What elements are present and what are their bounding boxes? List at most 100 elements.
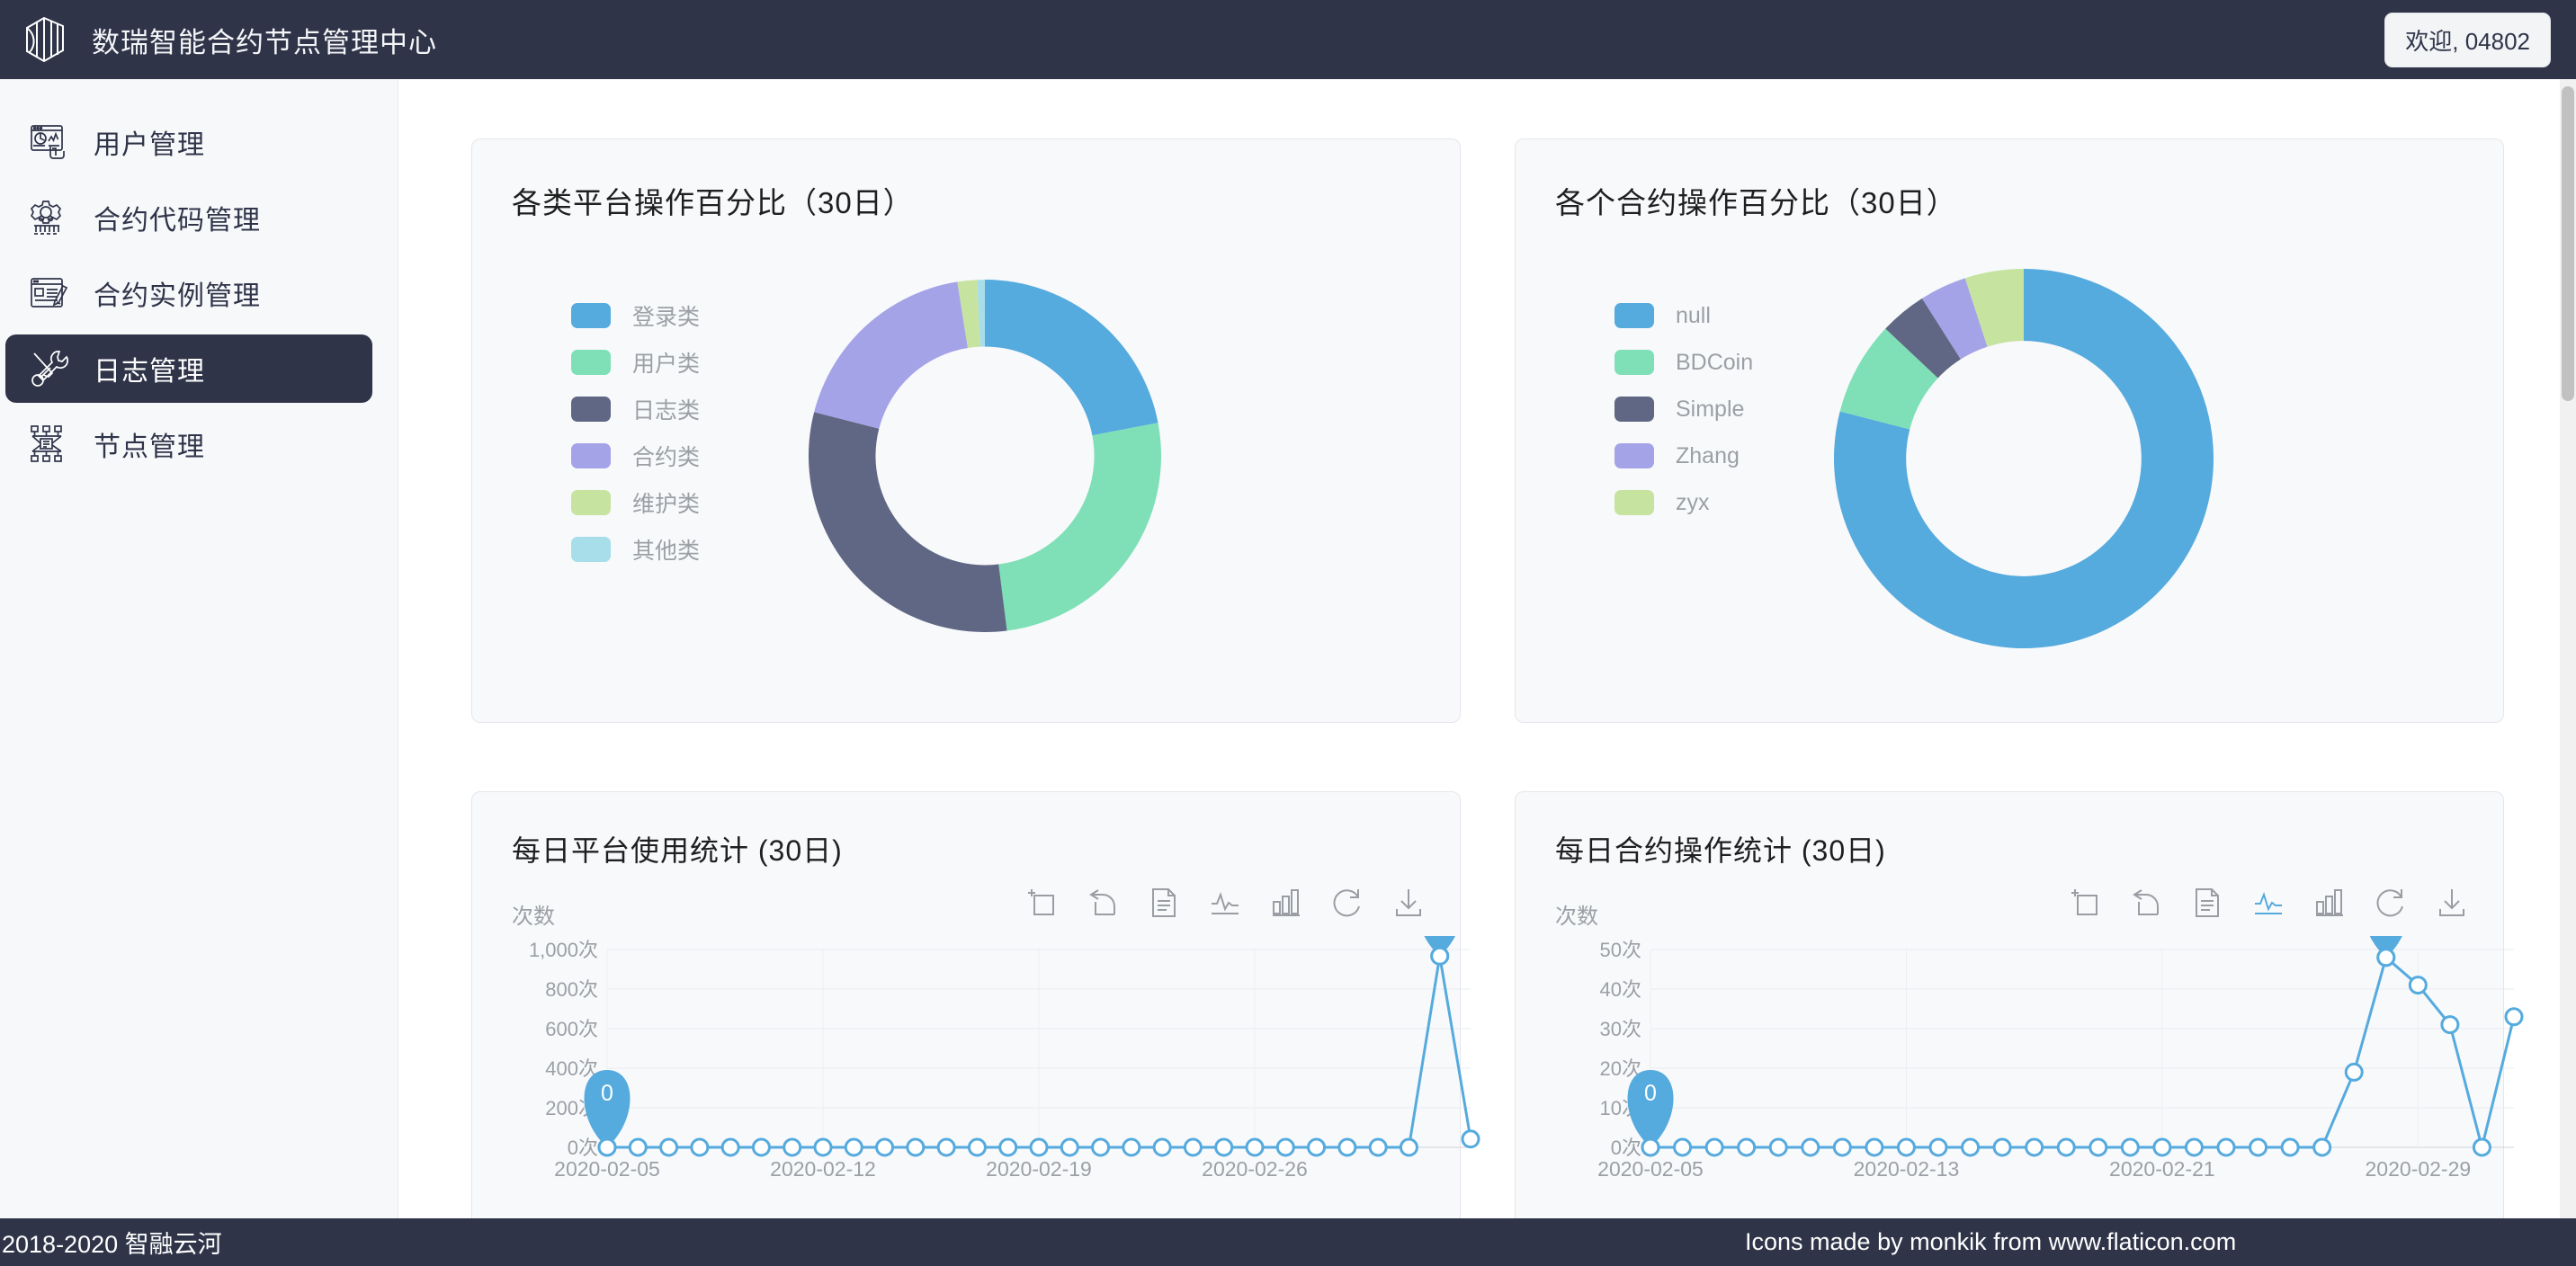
legend-item[interactable]: 日志类	[571, 386, 700, 432]
pie-segment[interactable]	[977, 280, 985, 347]
legend-item[interactable]: zyx	[1614, 479, 1753, 526]
data-point[interactable]	[2152, 1137, 2172, 1157]
data-point[interactable]	[1060, 1137, 1079, 1157]
page-scrollbar-thumb[interactable]	[2562, 86, 2574, 401]
data-point[interactable]	[1122, 1137, 1141, 1157]
pie-segment[interactable]	[957, 280, 980, 348]
data-point[interactable]	[1337, 1137, 1357, 1157]
data-point[interactable]	[1461, 1129, 1480, 1149]
legend-item[interactable]: null	[1614, 292, 1753, 339]
data-point[interactable]	[1183, 1137, 1203, 1157]
refresh-icon[interactable]	[2374, 886, 2408, 920]
data-point[interactable]	[2025, 1137, 2044, 1157]
data-point[interactable]	[2344, 1062, 2364, 1082]
legend-item[interactable]: Zhang	[1614, 432, 1753, 479]
data-point[interactable]	[783, 1137, 802, 1157]
data-point[interactable]	[1896, 1137, 1916, 1157]
data-point[interactable]	[2440, 1015, 2460, 1035]
data-point[interactable]	[1307, 1137, 1327, 1157]
donut-chart[interactable]	[805, 276, 1165, 636]
pie-segment[interactable]	[985, 280, 1158, 436]
donut-chart[interactable]	[1830, 265, 2217, 652]
data-point[interactable]	[1992, 1137, 2012, 1157]
data-point[interactable]	[1152, 1137, 1172, 1157]
data-point[interactable]	[1673, 1137, 1693, 1157]
data-point[interactable]	[906, 1137, 926, 1157]
sidebar-item-user-management[interactable]: 用户管理	[5, 108, 372, 176]
data-point[interactable]	[844, 1137, 863, 1157]
data-point[interactable]	[1275, 1137, 1295, 1157]
data-point[interactable]	[2184, 1137, 2204, 1157]
data-point[interactable]	[1832, 1137, 1852, 1157]
data-point[interactable]	[628, 1137, 648, 1157]
data-point[interactable]	[2249, 1137, 2268, 1157]
sidebar-item-contract-code-management[interactable]: 合约代码管理	[5, 183, 372, 252]
data-point[interactable]	[1928, 1137, 1948, 1157]
data-point[interactable]	[2056, 1137, 2076, 1157]
data-point[interactable]	[659, 1137, 679, 1157]
data-point[interactable]	[1768, 1137, 1788, 1157]
data-zoom-icon[interactable]	[1024, 886, 1059, 920]
data-point[interactable]	[1091, 1137, 1111, 1157]
legend-item[interactable]: BDCoin	[1614, 339, 1753, 386]
data-point[interactable]	[875, 1137, 895, 1157]
data-point[interactable]	[998, 1137, 1018, 1157]
sidebar-item-node-management[interactable]: 节点管理	[5, 410, 372, 478]
legend-item[interactable]: 维护类	[571, 479, 700, 526]
legend-item[interactable]: 用户类	[571, 339, 700, 386]
data-point[interactable]	[2120, 1137, 2140, 1157]
data-point[interactable]	[1865, 1137, 1884, 1157]
pie-segment[interactable]	[809, 412, 1007, 632]
data-point[interactable]	[1368, 1137, 1388, 1157]
data-point[interactable]	[1704, 1137, 1724, 1157]
line-chart-icon[interactable]	[2251, 886, 2285, 920]
data-point[interactable]	[2089, 1137, 2108, 1157]
sidebar-item-contract-instance-management[interactable]: 合约实例管理	[5, 259, 372, 327]
download-icon[interactable]	[2435, 886, 2469, 920]
data-point[interactable]	[2312, 1137, 2332, 1157]
pie-segment[interactable]	[1921, 278, 1988, 360]
refresh-icon[interactable]	[1330, 886, 1364, 920]
data-view-icon[interactable]	[2190, 886, 2224, 920]
bar-chart-icon[interactable]	[2312, 886, 2347, 920]
data-point[interactable]	[1961, 1137, 1981, 1157]
data-point[interactable]	[967, 1137, 987, 1157]
data-point[interactable]	[1245, 1137, 1265, 1157]
data-point[interactable]	[2472, 1137, 2491, 1157]
data-point[interactable]	[751, 1137, 771, 1157]
data-point[interactable]	[2280, 1137, 2300, 1157]
data-point[interactable]	[2216, 1137, 2236, 1157]
welcome-user-button[interactable]: 欢迎, 04802	[2384, 12, 2551, 67]
bar-chart-icon[interactable]	[1269, 886, 1303, 920]
data-point[interactable]	[936, 1137, 956, 1157]
restore-zoom-icon[interactable]	[1086, 886, 1120, 920]
pie-segment[interactable]	[814, 281, 968, 429]
pie-segment[interactable]	[1834, 269, 2214, 648]
pie-segment[interactable]	[1964, 269, 2024, 347]
download-icon[interactable]	[1391, 886, 1426, 920]
sidebar-item-log-management[interactable]: 日志管理	[5, 334, 372, 403]
data-view-icon[interactable]	[1147, 886, 1181, 920]
data-point[interactable]	[720, 1137, 740, 1157]
data-point[interactable]	[2408, 976, 2428, 995]
data-point[interactable]	[1801, 1137, 1820, 1157]
legend-item[interactable]: Simple	[1614, 386, 1753, 432]
data-point[interactable]	[1399, 1137, 1418, 1157]
pie-segment[interactable]	[1885, 298, 1961, 379]
data-zoom-icon[interactable]	[2068, 886, 2102, 920]
legend-item[interactable]: 合约类	[571, 432, 700, 479]
data-point[interactable]	[1214, 1137, 1234, 1157]
data-point[interactable]	[813, 1137, 833, 1157]
data-point[interactable]	[1737, 1137, 1757, 1157]
pie-segment[interactable]	[1839, 328, 1938, 430]
data-point[interactable]	[1029, 1137, 1049, 1157]
legend-item[interactable]: 其他类	[571, 526, 700, 573]
data-point[interactable]	[2504, 1007, 2524, 1027]
data-point[interactable]	[690, 1137, 710, 1157]
pie-segment[interactable]	[998, 423, 1161, 631]
legend-item[interactable]: 登录类	[571, 292, 700, 339]
line-chart-icon[interactable]	[1208, 886, 1242, 920]
restore-zoom-icon[interactable]	[2129, 886, 2163, 920]
